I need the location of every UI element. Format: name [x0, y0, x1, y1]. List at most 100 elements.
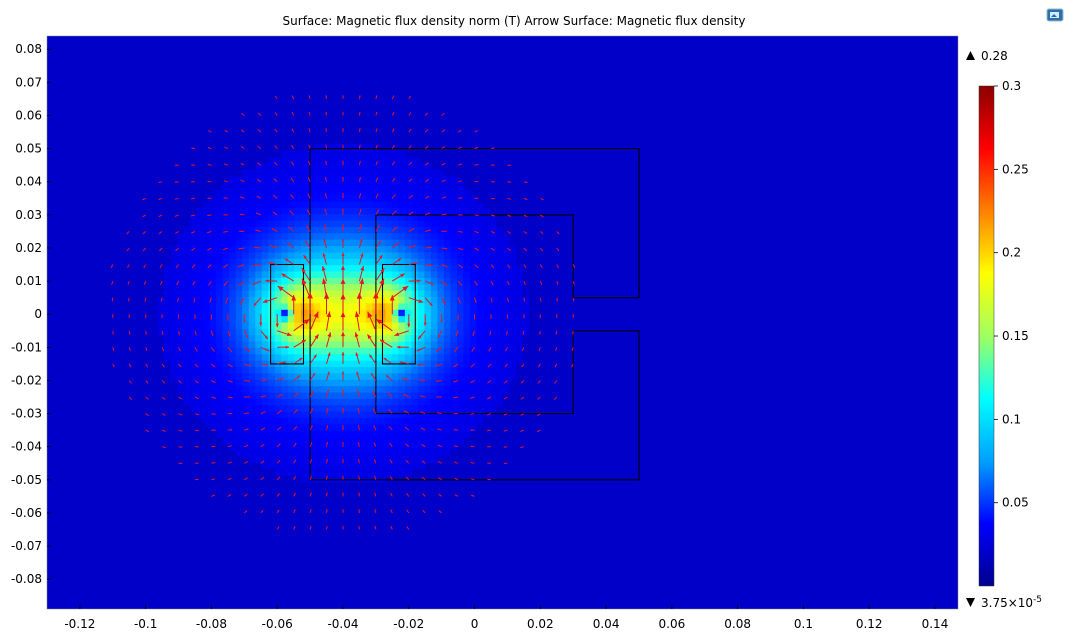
heatmap-cell [456, 379, 465, 387]
heatmap-cell [222, 201, 230, 209]
heatmap-cell [450, 258, 458, 266]
heatmap-cell [177, 373, 185, 381]
heatmap-cell [333, 322, 341, 330]
flux-arrow [253, 264, 261, 267]
heatmap-cell [463, 290, 471, 298]
heatmap-cell [489, 373, 497, 381]
heatmap-cell [261, 290, 269, 298]
heatmap-cell [476, 316, 484, 324]
heatmap-cell [450, 398, 458, 406]
flux-arrow [376, 318, 393, 332]
flux-arrow [128, 330, 131, 335]
flux-arrow [238, 247, 245, 250]
heatmap-cell [333, 290, 341, 298]
heatmap-cell [326, 309, 334, 317]
heatmap-cell [385, 405, 393, 413]
heatmap-cell [268, 220, 276, 228]
heatmap-cell [495, 367, 504, 375]
heatmap-cell [502, 246, 510, 254]
heatmap-cell [248, 246, 256, 254]
heatmap-cell [385, 303, 393, 311]
heatmap-cell [333, 284, 341, 292]
heatmap-cell [248, 220, 256, 228]
heatmap-cell [404, 277, 412, 285]
x-tick-label: -0.1 [134, 617, 157, 631]
flux-arrow [207, 130, 212, 133]
heatmap-cell [307, 201, 315, 209]
heatmap-cell [346, 462, 354, 470]
heatmap-cell [463, 207, 471, 215]
heatmap-cell [411, 195, 419, 203]
heatmap-cell [326, 303, 334, 311]
heatmap-cell [346, 398, 354, 406]
image-export-icon[interactable] [1046, 7, 1064, 22]
heatmap-cell [495, 354, 504, 362]
heatmap-cell [495, 258, 504, 266]
heatmap-cell [339, 468, 347, 476]
flux-arrow [308, 128, 311, 133]
heatmap-cell [177, 265, 185, 273]
heatmap-cell [255, 347, 263, 355]
heatmap-cell [424, 182, 432, 190]
heatmap-cell [398, 277, 406, 285]
heatmap-cell [300, 227, 308, 234]
heatmap-cell [437, 437, 445, 445]
heatmap-cell [469, 265, 478, 273]
heatmap-cell [437, 220, 445, 228]
flux-arrow [391, 242, 399, 249]
heatmap-cell [235, 443, 243, 451]
heatmap-cell [333, 176, 341, 184]
heatmap-cell [391, 367, 399, 375]
heatmap-cell [339, 462, 347, 470]
heatmap-cell [411, 443, 419, 451]
heatmap-cell [378, 201, 386, 209]
heatmap-cell [411, 367, 419, 375]
heatmap-cell [424, 360, 432, 368]
heatmap-cell [300, 367, 308, 375]
heatmap-cell [281, 265, 289, 273]
heatmap-cell [417, 456, 426, 464]
flux-arrow [326, 407, 329, 414]
heatmap-cell [222, 214, 230, 222]
heatmap-cell [359, 392, 367, 400]
heatmap-cell [502, 335, 510, 343]
flux-arrow [441, 196, 447, 199]
heatmap-cell [450, 379, 458, 387]
heatmap-cell [320, 207, 328, 215]
flux-arrow [571, 363, 574, 368]
heatmap-cell [183, 252, 191, 260]
heatmap-cell [430, 360, 439, 368]
heatmap-cell [222, 354, 230, 362]
heatmap-cell [502, 258, 510, 266]
flux-arrow [556, 314, 558, 318]
heatmap-cell [443, 437, 452, 445]
heatmap-cell [378, 379, 386, 387]
heatmap-cell [476, 392, 484, 400]
heatmap-cell [495, 379, 504, 387]
flux-arrow [556, 280, 559, 285]
heatmap-cell [248, 328, 256, 336]
heatmap-cell [450, 328, 458, 336]
flux-arrow [304, 240, 311, 249]
flux-arrow [340, 311, 346, 331]
heatmap-cell [255, 163, 263, 171]
flux-arrow [260, 411, 266, 415]
flux-arrow [391, 95, 395, 100]
flux-arrow [418, 379, 426, 381]
heatmap-cell [242, 214, 250, 222]
heatmap-cell [346, 468, 354, 476]
flux-arrow [260, 493, 264, 497]
heatmap-cell [222, 297, 230, 304]
flux-arrow [281, 273, 294, 282]
flux-arrow [507, 247, 511, 252]
flux-arrow [244, 460, 249, 464]
heatmap-cell [365, 360, 373, 368]
heatmap-cell [281, 398, 289, 406]
flux-arrow [142, 247, 147, 252]
heatmap-cell [463, 411, 471, 419]
heatmap-cell [365, 258, 373, 266]
flux-arrow [326, 424, 329, 431]
heatmap-cell [281, 437, 289, 445]
heatmap-cell [450, 271, 458, 279]
heatmap-cell [313, 316, 321, 324]
